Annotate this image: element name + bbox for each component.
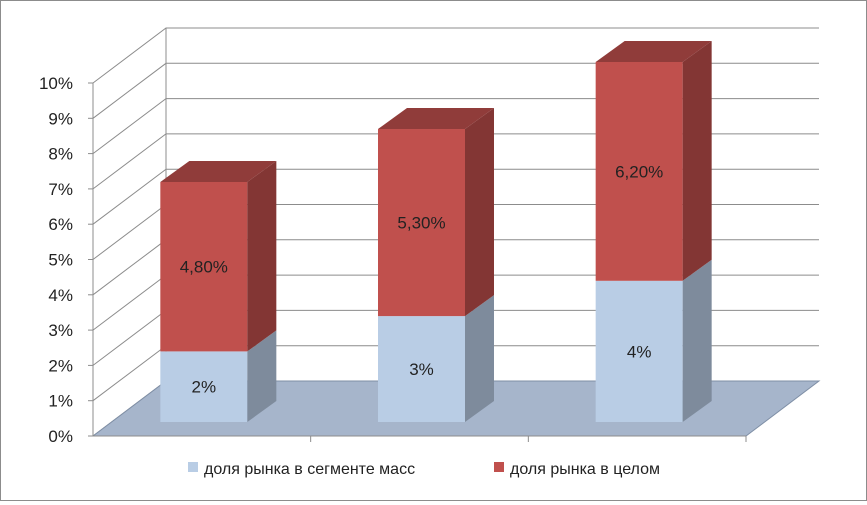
bar-1-series-1-side bbox=[247, 330, 277, 422]
bar-3-series-2-top bbox=[595, 40, 712, 62]
bar-2-series-1 bbox=[378, 295, 494, 422]
data-label-3-series-1: 4% bbox=[627, 342, 652, 361]
y-tick-label: 9% bbox=[48, 109, 73, 128]
bar-2-series-1-side bbox=[465, 295, 494, 422]
bar-1-series-1 bbox=[160, 330, 277, 422]
y-tick-label: 8% bbox=[48, 145, 73, 164]
y-tick-label: 6% bbox=[48, 215, 73, 234]
legend: доля рынка в сегменте масс доля рынка в … bbox=[188, 461, 660, 478]
bar-1-series-1-front bbox=[160, 351, 248, 422]
bar-3-series-2 bbox=[595, 40, 712, 281]
bar-2-series-2-side bbox=[465, 108, 494, 317]
bar-3-series-2-side bbox=[682, 40, 712, 281]
bar-3-series-1-front bbox=[595, 280, 683, 422]
gridline bbox=[92, 27, 819, 84]
data-label-3-series-2: 6,20% bbox=[615, 162, 663, 181]
y-tick-label: 4% bbox=[48, 286, 73, 305]
bar-2-series-2-top bbox=[378, 108, 494, 130]
bar-3-series-2-front bbox=[595, 61, 683, 281]
legend-label-series-2: доля рынка в целом bbox=[510, 461, 660, 478]
y-tick-label: 5% bbox=[48, 251, 73, 270]
legend-swatch-series-2 bbox=[494, 462, 504, 472]
bar-1-series-2-top bbox=[160, 160, 277, 182]
bar-3-series-1 bbox=[595, 259, 712, 422]
y-axis: 0% 1% 2% 3% 4% 5% 6% 7% 8% 9% 10% bbox=[39, 74, 747, 446]
bar-3-series-1-side bbox=[682, 259, 712, 422]
data-label-1-series-2: 4,80% bbox=[180, 258, 228, 277]
y-tick-label: 1% bbox=[48, 392, 73, 411]
bar-2-series-1-front bbox=[378, 316, 465, 422]
legend-swatch-series-1 bbox=[188, 462, 198, 472]
bar-2-series-2 bbox=[378, 108, 494, 317]
y-tick-label: 2% bbox=[48, 356, 73, 375]
bar-1-series-2-side bbox=[247, 160, 277, 352]
bar-1-series-2-front bbox=[160, 181, 248, 352]
y-tick-label: 0% bbox=[48, 427, 73, 446]
data-label-2-series-1: 3% bbox=[409, 360, 434, 379]
legend-label-series-1: доля рынка в сегменте масс bbox=[204, 461, 415, 478]
y-tick-label: 3% bbox=[48, 321, 73, 340]
bar-1-series-2 bbox=[160, 160, 277, 352]
bar-2-series-2-front bbox=[378, 129, 465, 317]
y-tick-label: 10% bbox=[39, 74, 73, 93]
bars: 2% 4,80% 3% 5,30% 4% 6,20% bbox=[160, 40, 712, 422]
data-label-1-series-1: 2% bbox=[192, 378, 217, 397]
data-label-2-series-2: 5,30% bbox=[397, 214, 445, 233]
y-tick-label: 7% bbox=[48, 180, 73, 199]
